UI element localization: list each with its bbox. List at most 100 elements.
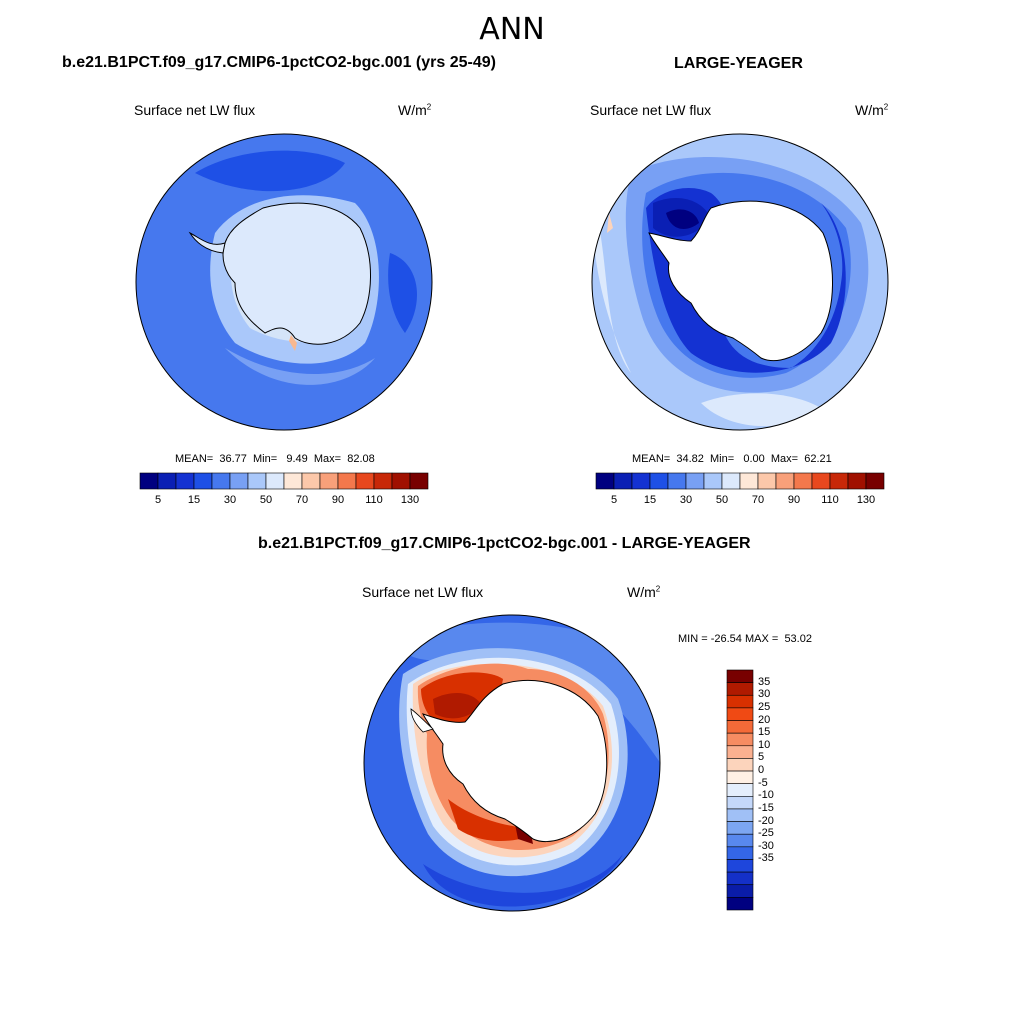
panel3-colorbar-swatch — [726, 669, 754, 683]
panel3-colorbar-ticks: 35 30 25 20 15 10 5 0 -5 -10 -15 -20 -25 -30 -35 — [758, 670, 798, 910]
panel2-colorbar-swatch — [793, 472, 813, 490]
panel1-colorbar-swatch — [265, 472, 285, 490]
panel1-colorbar-swatch — [319, 472, 339, 490]
panel1-title: b.e21.B1PCT.f09_g17.CMIP6-1pctCO2-bgc.00… — [62, 54, 496, 71]
panel3-minmax: MIN = -26.54 MAX = 53.02 — [678, 633, 812, 645]
panel3-colorbar-tick-label: -15 — [758, 801, 774, 814]
panel2-colorbar-swatch — [631, 472, 651, 490]
panel3-colorbar-tick-label: -5 — [758, 776, 768, 789]
panel1-colorbar-swatch — [229, 472, 249, 490]
panel1-colorbar-tick-label: 5 — [154, 494, 162, 506]
panel3-colorbar-tick-label: -10 — [758, 789, 774, 802]
panel1-colorbar-tick-label: 50 — [259, 494, 273, 506]
panel3-colorbar-swatch — [726, 770, 754, 784]
panel1-colorbar-swatch — [391, 472, 411, 490]
panel3-title: b.e21.B1PCT.f09_g17.CMIP6-1pctCO2-bgc.00… — [258, 535, 751, 552]
panel1-colorbar-swatch — [247, 472, 267, 490]
panel3-polar-map — [363, 614, 661, 912]
panel2-colorbar-swatch — [739, 472, 759, 490]
panel1-colorbar-ticks: 5 15 30 50 70 90 110 130 — [140, 494, 428, 508]
panel1-colorbar — [139, 472, 429, 490]
panel1-colorbar-tick-label: 15 — [187, 494, 201, 506]
panel3-colorbar-swatch — [726, 758, 754, 772]
panel2-colorbar-swatch — [721, 472, 741, 490]
panel2-colorbar-swatch — [811, 472, 831, 490]
panel2-colorbar-swatch — [829, 472, 849, 490]
panel3-colorbar-swatch — [726, 846, 754, 860]
panel3-colorbar-tick-label: -20 — [758, 814, 774, 827]
panel3-variable-label: Surface net LW flux — [362, 584, 484, 600]
panel2-colorbar-tick-label: 90 — [787, 494, 801, 506]
panel3-colorbar — [726, 669, 754, 911]
panel1-colorbar-tick-label: 30 — [223, 494, 237, 506]
panel2-colorbar-tick-label: 30 — [679, 494, 693, 506]
panel1-colorbar-swatch — [373, 472, 393, 490]
panel1-colorbar-tick-label: 110 — [365, 494, 383, 506]
panel3-colorbar-swatch — [726, 720, 754, 734]
panel2-colorbar-tick-label: 130 — [856, 494, 876, 506]
panel3-colorbar-tick-label: -35 — [758, 852, 774, 865]
panel1-colorbar-swatch — [175, 472, 195, 490]
panel2-stats: MEAN= 34.82 Min= 0.00 Max= 62.21 — [632, 453, 832, 465]
panel3-colorbar-tick-label: 35 — [758, 675, 771, 688]
panel3-colorbar-swatch — [726, 694, 754, 709]
panel1-colorbar-tick-label: 70 — [295, 494, 309, 506]
panel3-colorbar-tick-label: 5 — [758, 751, 765, 764]
panel3-colorbar-swatch — [726, 871, 754, 886]
panel1-units: W/m2 — [398, 102, 432, 118]
panel2-colorbar-tick-label: 5 — [610, 494, 618, 506]
panel3-colorbar-tick-label: 25 — [758, 700, 771, 713]
panel3-colorbar-tick-label: -30 — [758, 839, 774, 852]
panel3-colorbar-tick-label: 0 — [758, 764, 765, 777]
panel2-polar-map — [591, 133, 889, 431]
panel2-colorbar-tick-label: 70 — [751, 494, 765, 506]
panel2-units: W/m2 — [855, 102, 889, 118]
panel1-colorbar-swatch — [211, 472, 231, 490]
panel2-colorbar-swatch — [775, 472, 795, 490]
panel3-colorbar-swatch — [726, 808, 754, 822]
panel3-colorbar-swatch — [726, 859, 754, 873]
panel2-colorbar-swatch — [613, 472, 633, 490]
panel1-colorbar-tick-label: 90 — [331, 494, 345, 506]
panel2-colorbar — [595, 472, 885, 490]
panel3-colorbar-swatch — [726, 884, 754, 898]
panel3-colorbar-tick-label: 10 — [758, 738, 771, 751]
panel1-colorbar-tick-label: 130 — [400, 494, 420, 506]
panel3-colorbar-swatch — [726, 783, 754, 797]
panel2-colorbar-tick-label: 50 — [715, 494, 729, 506]
panel1-colorbar-swatch — [301, 472, 321, 490]
panel1-stats: MEAN= 36.77 Min= 9.49 Max= 82.08 — [175, 453, 375, 465]
panel3-units: W/m2 — [627, 584, 661, 600]
panel1-colorbar-swatch — [193, 472, 213, 490]
panel2-colorbar-swatch — [685, 472, 705, 490]
panel2-title: LARGE-YEAGER — [674, 55, 803, 72]
panel2-colorbar-tick-label: 15 — [643, 494, 657, 506]
panel3-colorbar-swatch — [726, 821, 754, 835]
panel3-colorbar-swatch — [726, 796, 754, 810]
panel2-colorbar-swatch — [595, 472, 615, 490]
panel3-colorbar-swatch — [726, 732, 754, 747]
panel1-colorbar-swatch — [139, 472, 159, 490]
panel3-colorbar-tick-label: 30 — [758, 688, 771, 701]
page-title: ANN — [479, 12, 545, 47]
panel1-colorbar-swatch — [355, 472, 375, 490]
panel3-colorbar-swatch — [726, 682, 754, 696]
panel3-colorbar-swatch — [726, 833, 754, 848]
panel1-colorbar-swatch — [337, 472, 357, 490]
panel3-colorbar-swatch — [726, 707, 754, 721]
panel3-colorbar-tick-label: 15 — [758, 726, 771, 739]
panel3-colorbar-swatch — [726, 745, 754, 759]
panel1-variable-label: Surface net LW flux — [134, 102, 256, 118]
panel2-colorbar-ticks: 5 15 30 50 70 90 110 130 — [596, 494, 884, 508]
panel3-colorbar-swatch — [726, 897, 754, 911]
panel1-colorbar-swatch — [409, 472, 429, 490]
panel1-colorbar-swatch — [157, 472, 177, 490]
panel2-colorbar-swatch — [847, 472, 867, 490]
panel2-colorbar-swatch — [757, 472, 777, 490]
panel3-colorbar-tick-label: -25 — [758, 827, 774, 840]
panel3-colorbar-tick-label: 20 — [758, 713, 771, 726]
panel1-polar-map — [135, 133, 433, 431]
panel2-variable-label: Surface net LW flux — [590, 102, 712, 118]
panel2-colorbar-swatch — [865, 472, 885, 490]
panel2-colorbar-swatch — [649, 472, 669, 490]
